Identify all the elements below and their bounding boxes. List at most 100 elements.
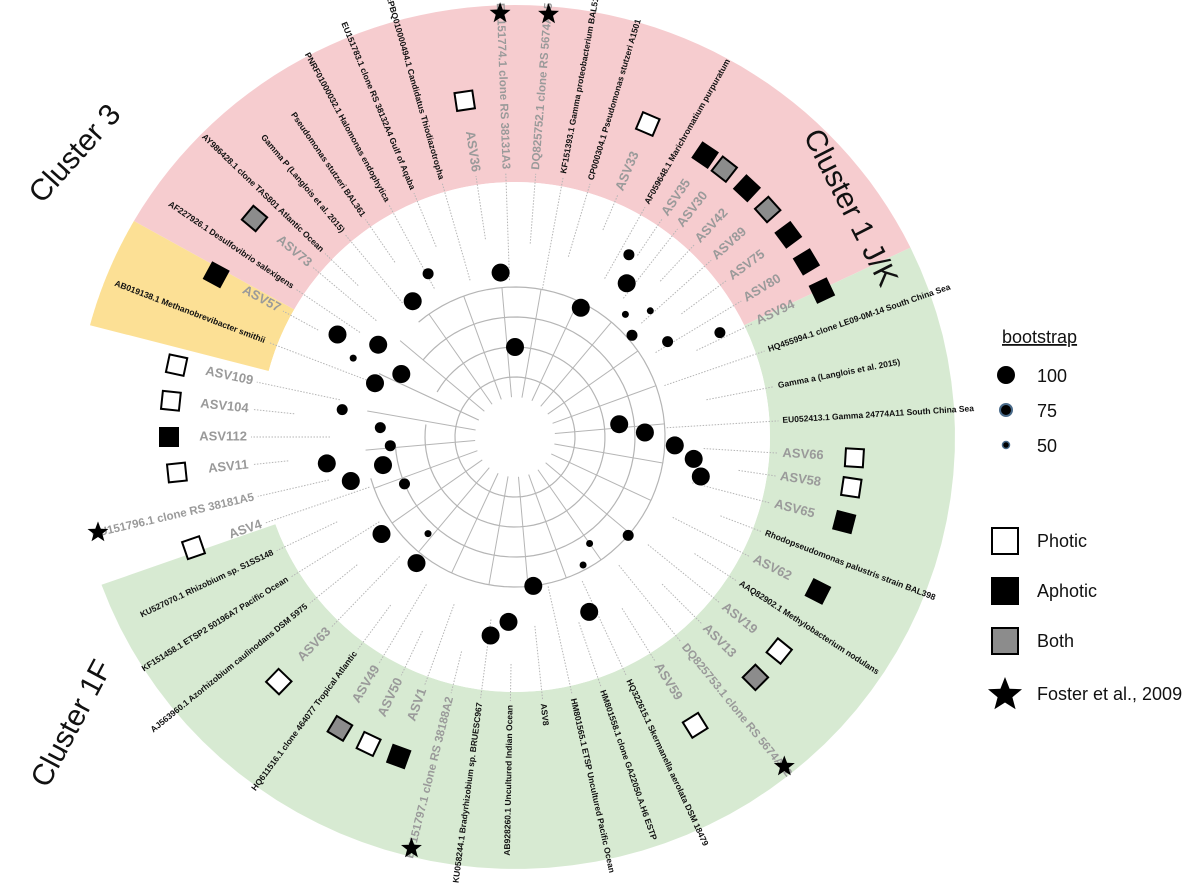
bootstrap-node [665,436,684,455]
habitat-marker-both [326,714,354,743]
tip-label: AB928260.1 Uncultured Indian Ocean [502,705,515,856]
bootstrap-node [646,307,654,315]
habitat-marker-photic [681,711,709,740]
internal-branch [373,450,478,489]
bootstrap-node [384,440,396,452]
habitat-marker-aphotic [385,743,412,770]
tip-label: ASV109 [204,363,254,388]
bootstrap-node [424,530,432,538]
tip-branch [309,564,358,604]
legend-bootstrap-title: bootstrap [1002,327,1077,347]
bootstrap-node [341,472,360,490]
bootstrap-node [586,540,594,547]
habitat-marker-photic [180,534,207,561]
bootstrap-node [392,365,411,383]
tip-branch [282,310,319,331]
bootstrap-node [626,329,638,341]
habitat-marker-aphotic [691,141,719,169]
legend-bootstrap-50-label: 50 [1037,436,1057,456]
tip-branch [666,420,779,429]
habitat-marker-photic [453,89,477,113]
tip-branch [529,173,537,244]
internal-branch [418,467,490,553]
internal-branch [367,410,476,431]
habitat-marker-both [753,195,782,224]
foster-star-icon [489,2,511,23]
bootstrap-node [403,292,422,311]
legend-both-label: Both [1037,631,1074,651]
habitat-marker-photic [839,475,863,499]
internal-branch [428,313,493,405]
tip-label: ASV112 [199,428,247,443]
bootstrap-node [349,354,357,362]
internal-branch-arc [454,376,576,498]
tip-branch [547,586,573,695]
tip-branch [265,486,370,524]
tip-branch [621,608,656,662]
bootstrap-node [372,525,391,543]
tip-branch [400,630,423,676]
bootstrap-node [491,263,510,282]
foster-star-icon [538,3,559,24]
tip-label: ASV8 [539,703,551,726]
habitat-marker-photic [355,730,382,758]
habitat-marker-aphotic [732,174,762,203]
tip-branch [618,564,682,643]
internal-branch [540,321,612,407]
legend-aphotic-label: Aphotic [1037,581,1097,601]
tip-branch [703,448,779,454]
bootstrap-node [691,467,710,486]
tip-branch [290,521,380,578]
tip-label: ASV58 [779,468,822,489]
tip-branch [694,553,737,582]
cluster-wedge-jk [133,5,911,326]
tip-branch [378,584,427,664]
tip-branch [295,288,361,333]
tip-branch [312,266,377,322]
legend-bootstrap-100-label: 100 [1037,366,1067,386]
tip-branch [331,556,401,628]
bootstrap-node [622,529,634,541]
legend-bootstrap-50-icon [1001,440,1011,450]
bootstrap-node [571,298,590,317]
tip-branch [581,580,628,677]
legend-bootstrap-75-label: 75 [1037,401,1057,421]
tip-branch [252,460,289,466]
tip-branch [661,583,703,625]
legend-bootstrap-75-icon [999,403,1013,417]
tip-label: ASV66 [782,445,824,462]
internal-branch [488,476,509,585]
cluster-wedges [90,5,955,869]
habitat-marker-photic [165,461,188,484]
bootstrap-node [366,374,384,393]
tip-branch [647,544,721,604]
bootstrap-node [422,268,434,280]
tip-branch [567,183,591,257]
bootstrap-node [499,612,518,631]
internal-branch [501,287,513,398]
tip-branch [357,604,392,650]
habitat-marker-both [240,204,269,233]
habitat-marker-photic [843,447,865,469]
internal-branch [463,295,502,400]
habitat-marker-photic [264,667,293,696]
tip-branch [424,604,455,686]
internal-branch [517,476,529,587]
bootstrap-node [336,404,348,416]
bootstrap-node [374,422,386,434]
habitat-marker-aphotic [159,427,179,447]
tip-label: EU151774.1 clone RS 38131A3 [494,3,512,170]
internal-branch [551,453,652,501]
tip-branch [738,469,777,477]
cluster-wedge-c3 [90,221,295,371]
tip-branch [257,479,330,497]
bootstrap-node [579,561,587,569]
internal-branch [547,350,639,415]
legend-both-icon [991,627,1019,655]
tree-branches [251,173,779,701]
habitat-marker-aphotic [774,220,803,249]
habitat-marker-aphotic [808,277,836,304]
bootstrap-node [506,338,524,356]
tip-branch [252,408,295,415]
